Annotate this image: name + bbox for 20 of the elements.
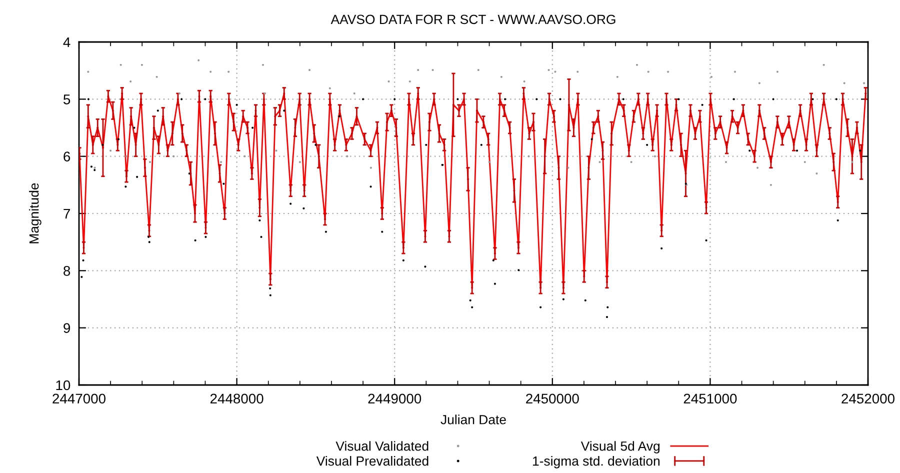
x-tick-label: 2452000 [842,394,894,404]
chart-title: AAVSO DATA FOR R SCT - WWW.AAVSO.ORG [330,14,616,24]
x-tick-label: 2448000 [210,394,264,404]
y-tick-label: 9 [64,323,70,334]
x-tick-label: 2449000 [368,394,422,404]
x-tick-label: 2450000 [526,394,579,404]
x-tick-label: 2447000 [52,394,106,404]
y-tick-label: 10 [56,380,70,390]
y-tick-label: 8 [64,266,70,276]
y-tick-label: 6 [64,152,70,162]
legend-label: Visual 5d Avg [580,441,660,454]
y-tick-label: 7 [64,208,70,219]
y-axis-title: Magnitude [29,183,42,244]
y-tick-label: 4 [63,37,70,48]
x-tick-label: 2451000 [684,394,737,404]
legend-label: Visual Prevalidated [316,456,428,466]
legend-label: 1-sigma std. deviation [533,456,660,468]
x-axis-title: Julian Date [440,414,506,424]
legend-label: Visual Validated [336,441,428,451]
y-tick-label: 5 [64,94,70,104]
